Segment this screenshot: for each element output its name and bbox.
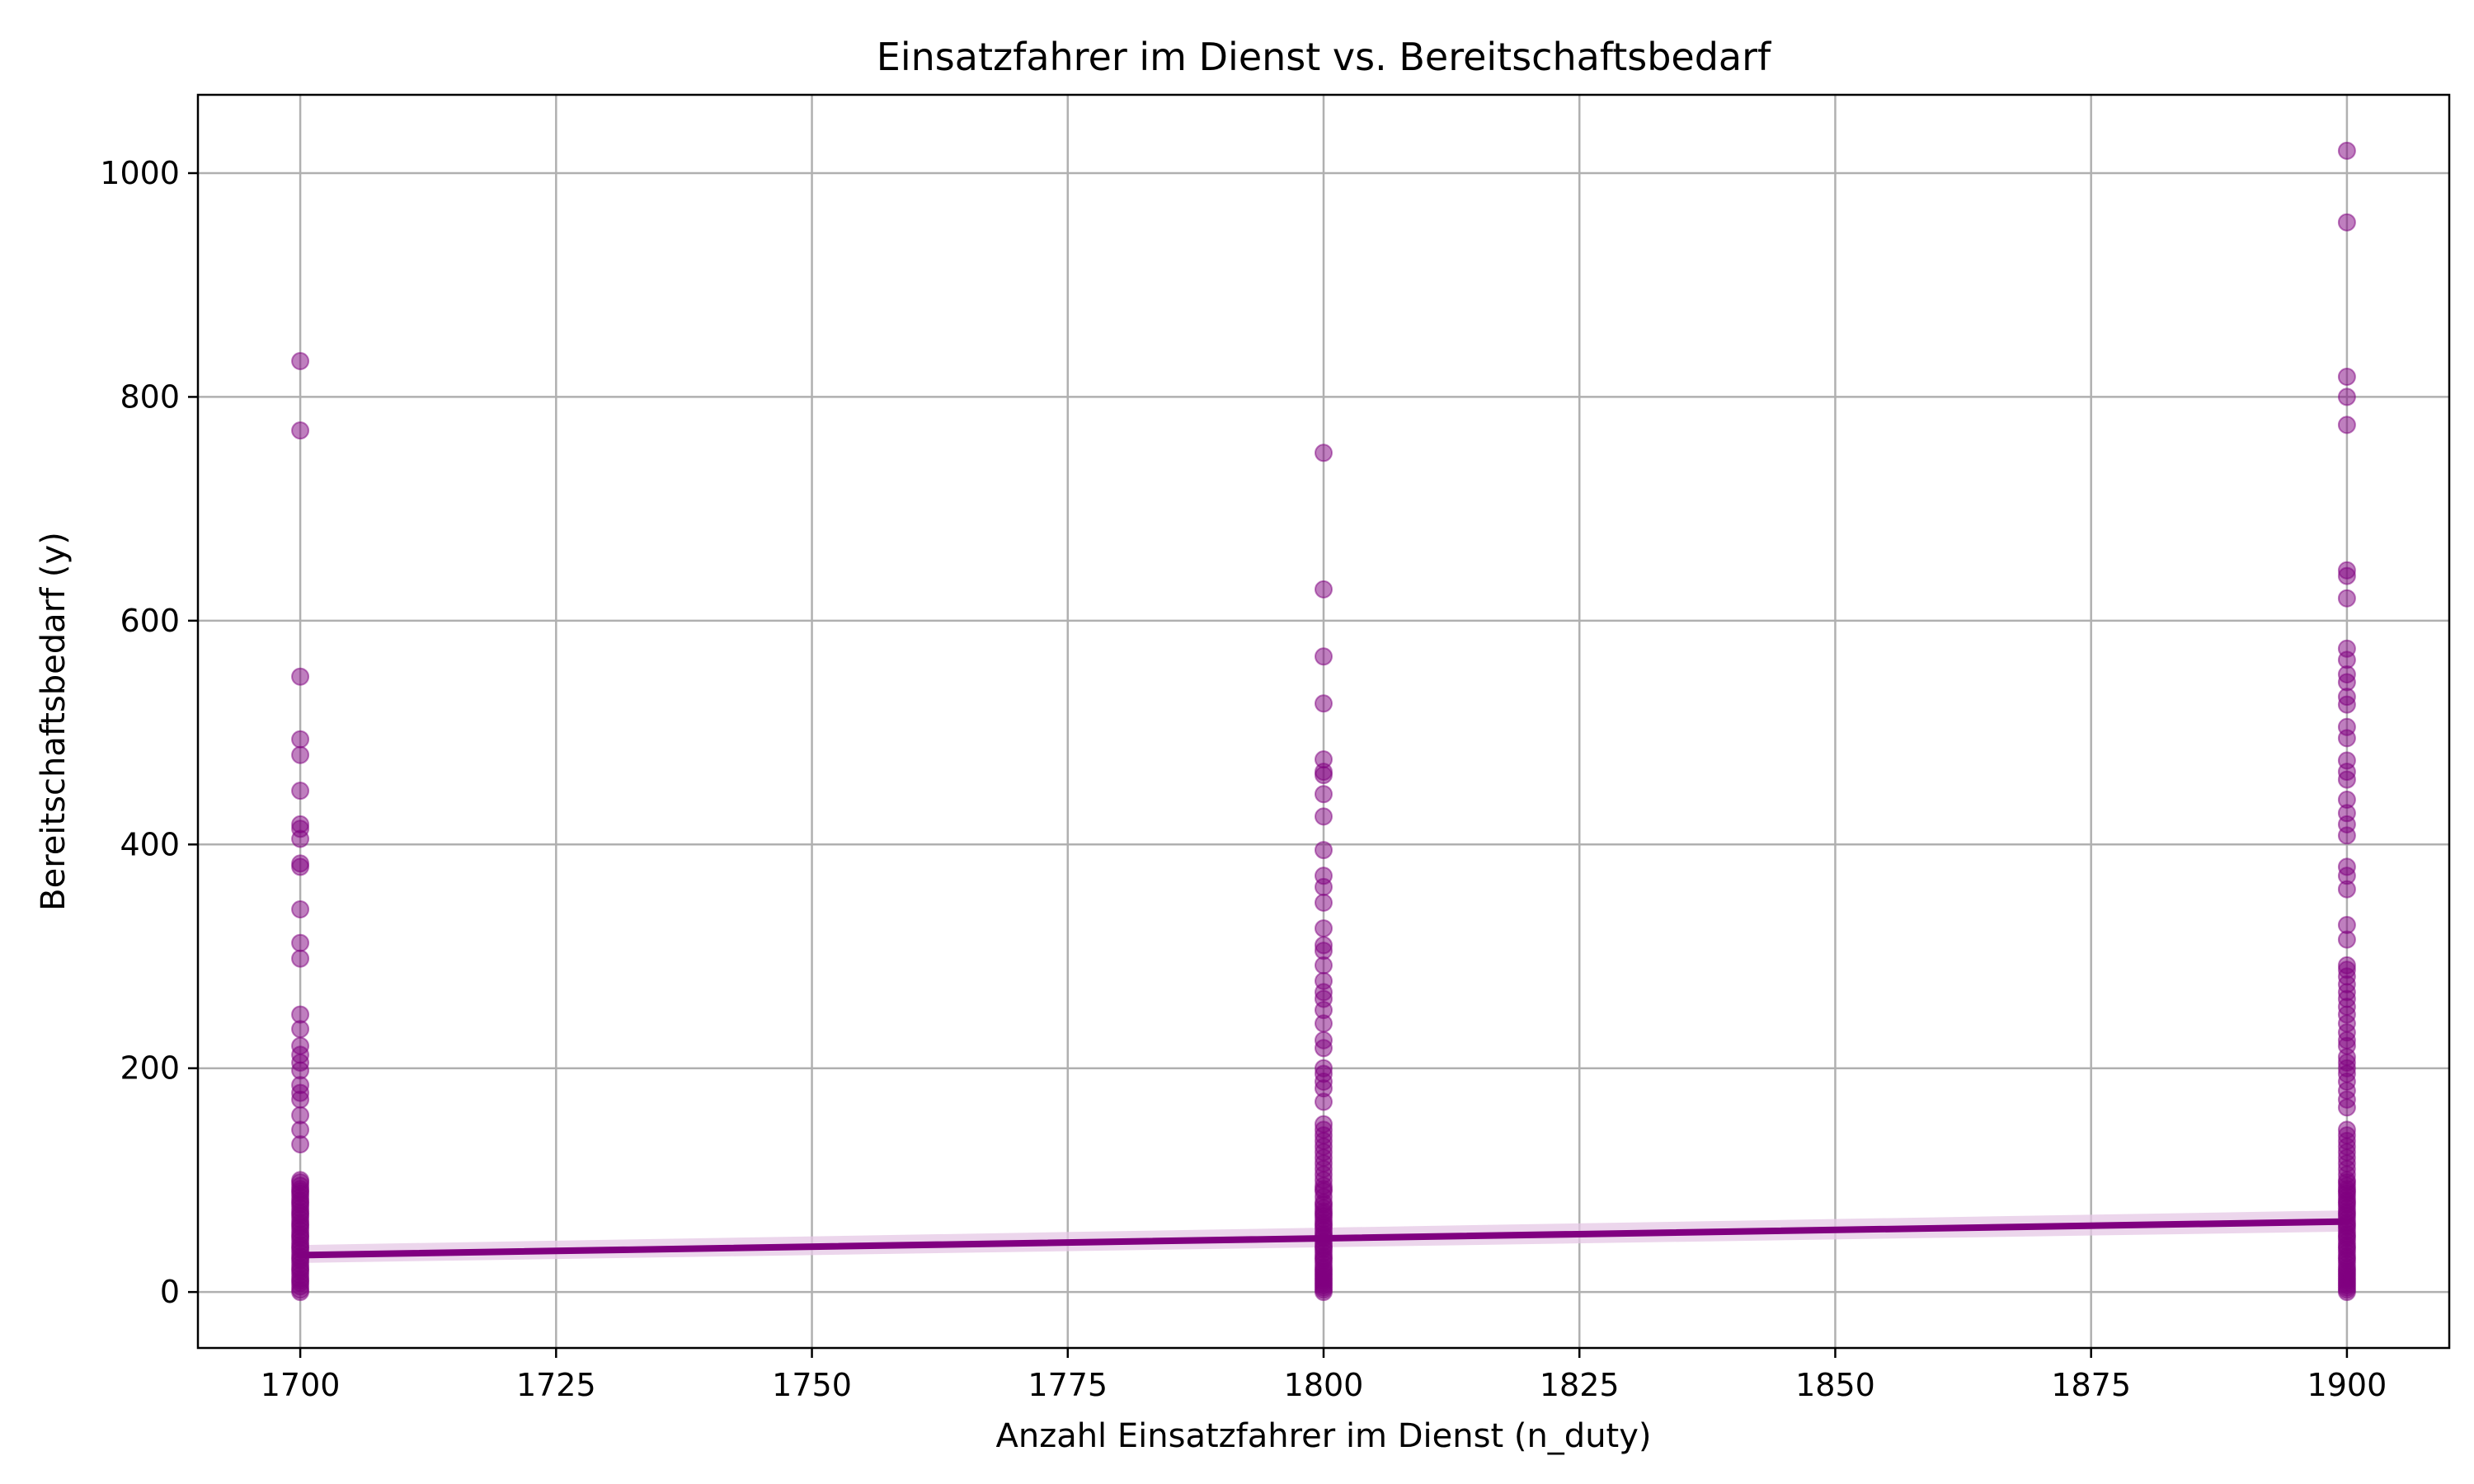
- y-tick-label: 0: [160, 1274, 180, 1310]
- x-tick-label: 1700: [261, 1367, 341, 1403]
- x-tick-label: 1775: [1028, 1367, 1108, 1403]
- data-point: [291, 782, 310, 801]
- x-tick-label: 1850: [1795, 1367, 1875, 1403]
- data-point: [2337, 751, 2356, 770]
- data-point: [2337, 141, 2356, 160]
- data-point: [2337, 589, 2356, 608]
- data-point: [1315, 785, 1333, 804]
- chart-title: Einsatzfahrer im Dienst vs. Bereitschaft…: [877, 35, 1772, 79]
- data-point: [2337, 916, 2356, 934]
- x-tick-label: 1900: [2307, 1367, 2387, 1403]
- y-tick-label: 600: [120, 603, 180, 639]
- data-point: [2337, 639, 2356, 658]
- data-point: [291, 421, 310, 440]
- data-point: [1315, 893, 1333, 912]
- data-point: [291, 1036, 310, 1055]
- data-point: [1315, 1115, 1333, 1134]
- data-point: [291, 933, 310, 952]
- x-tick-label: 1875: [2051, 1367, 2131, 1403]
- y-tick-label: 800: [120, 378, 180, 415]
- data-point: [1315, 750, 1333, 769]
- y-tick-label: 200: [120, 1050, 180, 1087]
- data-point: [2337, 213, 2356, 232]
- data-point: [2337, 368, 2356, 386]
- x-tick-label: 1750: [772, 1367, 852, 1403]
- data-point: [1315, 580, 1333, 599]
- data-point: [2337, 387, 2356, 406]
- regression-line: [297, 1218, 2350, 1259]
- data-point: [1315, 1031, 1333, 1050]
- data-point: [2337, 717, 2356, 736]
- data-point: [1315, 919, 1333, 938]
- data-point: [1315, 841, 1333, 860]
- data-point: [291, 730, 310, 749]
- x-axis-title: Anzahl Einsatzfahrer im Dienst (n_duty): [995, 1417, 1651, 1455]
- x-tick-label: 1725: [516, 1367, 596, 1403]
- data-point: [291, 854, 310, 873]
- y-tick-label: 400: [120, 826, 180, 862]
- regression-line-layer: [297, 1218, 2350, 1259]
- data-point: [291, 745, 310, 764]
- data-point: [1315, 444, 1333, 463]
- data-point: [2337, 561, 2356, 580]
- data-point: [291, 667, 310, 686]
- data-point: [1315, 694, 1333, 713]
- data-point: [291, 1171, 310, 1190]
- data-point: [1315, 936, 1333, 955]
- data-point: [2337, 791, 2356, 809]
- x-tick-label: 1800: [1284, 1367, 1364, 1403]
- data-point: [291, 815, 310, 834]
- data-points-layer: [291, 141, 2356, 1302]
- data-point: [291, 1106, 310, 1125]
- data-point: [1315, 866, 1333, 885]
- ticks-layer: 1700 1725 1750 1775 1800 1825 1850 1875 1900 0 200…: [100, 155, 2387, 1403]
- data-point: [291, 1005, 310, 1024]
- x-tick-label: 1825: [1540, 1367, 1620, 1403]
- data-point: [291, 949, 310, 968]
- data-point: [291, 900, 310, 918]
- data-point: [1315, 807, 1333, 826]
- y-axis-title: Bereitschaftsbedarf (y): [35, 532, 73, 911]
- data-point: [2337, 1120, 2356, 1139]
- data-point: [291, 352, 310, 370]
- y-tick-label: 1000: [100, 155, 180, 191]
- data-point: [2337, 857, 2356, 876]
- data-point: [1315, 647, 1333, 666]
- data-point: [1315, 971, 1333, 990]
- data-point: [2337, 956, 2356, 974]
- data-point: [1315, 1059, 1333, 1078]
- data-point: [2337, 416, 2356, 434]
